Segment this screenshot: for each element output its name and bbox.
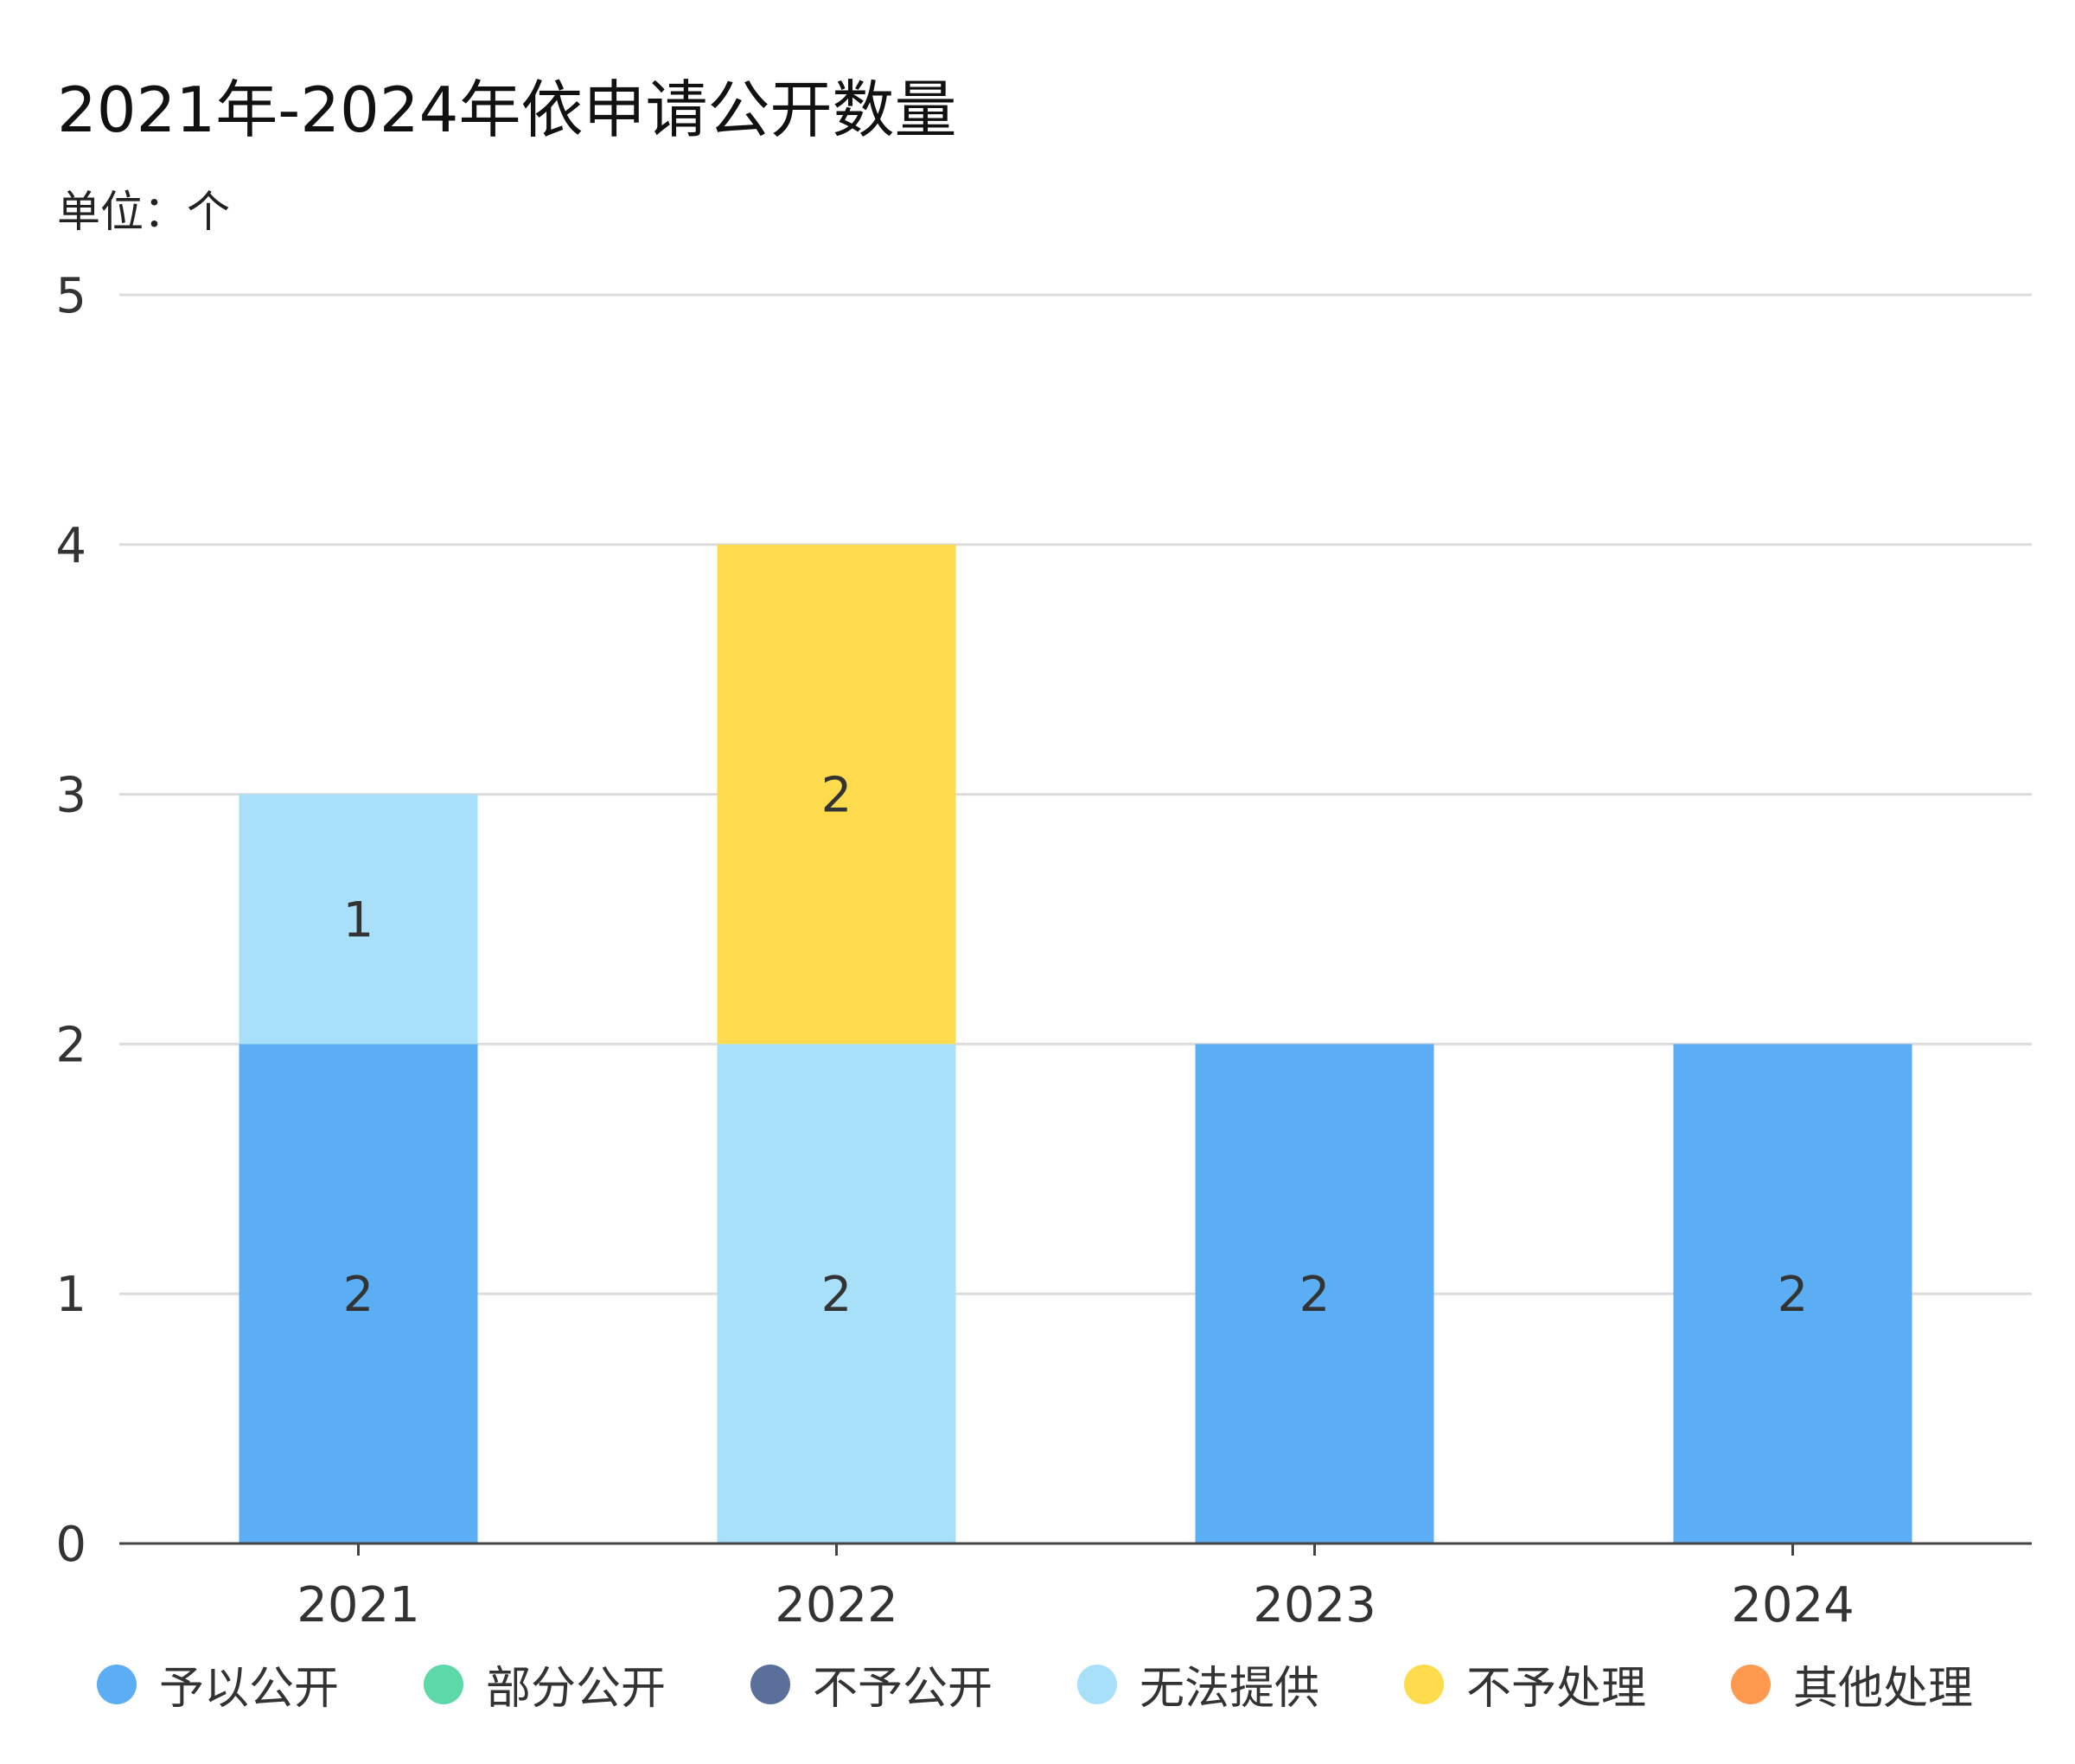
legend-swatch — [750, 1664, 790, 1704]
data-label: 2 — [821, 768, 852, 824]
x-tick-label: 2022 — [775, 1577, 898, 1633]
bar-segment — [239, 794, 478, 1045]
legend-label: 不予公开 — [813, 1663, 993, 1715]
bar-segment — [717, 1044, 956, 1544]
chart-unit-subtitle: 单位：个 — [57, 187, 230, 237]
x-tick-label: 2024 — [1731, 1577, 1855, 1633]
legend-swatch — [424, 1664, 463, 1704]
y-tick-label: 0 — [55, 1517, 86, 1573]
data-label: 2 — [1299, 1267, 1331, 1323]
legend-item[interactable]: 其他处理 — [1731, 1652, 1973, 1716]
legend-label: 其他处理 — [1793, 1663, 1974, 1715]
y-tick-label: 5 — [55, 268, 86, 324]
bar-segment — [239, 1044, 478, 1544]
y-tick-label: 4 — [55, 518, 86, 574]
legend-label: 部分公开 — [486, 1663, 667, 1715]
legend-label: 无法提供 — [1140, 1663, 1320, 1715]
legend-swatch — [1077, 1664, 1117, 1704]
legend-item[interactable]: 不予处理 — [1404, 1652, 1646, 1716]
legend-item[interactable]: 部分公开 — [424, 1652, 666, 1716]
legend-swatch — [1404, 1664, 1444, 1704]
y-tick-label: 2 — [55, 1017, 86, 1073]
legend-item[interactable]: 无法提供 — [1077, 1652, 1319, 1716]
legend-item[interactable]: 予以公开 — [97, 1652, 339, 1716]
chart-legend: 予以公开 部分公开 不予公开 无法提供 不予处理 其他处理 — [0, 1652, 2075, 1721]
data-label: 2 — [343, 1267, 374, 1323]
legend-label: 不予处理 — [1466, 1663, 1647, 1715]
bar-segment — [717, 544, 956, 1045]
y-tick-label: 1 — [55, 1267, 86, 1323]
chart-title: 2021年-2024年依申请公开数量 — [57, 74, 957, 146]
chart-plot: 0 1 2 3 4 5 2 1 2021 2 2 2022 2 2023 2 2024 — [55, 268, 2032, 1633]
legend-swatch — [97, 1664, 137, 1704]
data-label: 2 — [1778, 1267, 1809, 1323]
x-tick-label: 2021 — [297, 1577, 420, 1633]
data-label: 2 — [821, 1267, 852, 1323]
y-tick-label: 3 — [55, 768, 86, 824]
legend-item[interactable]: 不予公开 — [750, 1652, 993, 1716]
legend-label: 予以公开 — [159, 1663, 340, 1715]
x-tick-label: 2023 — [1253, 1577, 1376, 1633]
bar-segment — [1673, 1044, 1912, 1544]
data-label: 1 — [343, 892, 374, 949]
legend-swatch — [1731, 1664, 1771, 1704]
bar-segment — [1195, 1044, 1434, 1544]
